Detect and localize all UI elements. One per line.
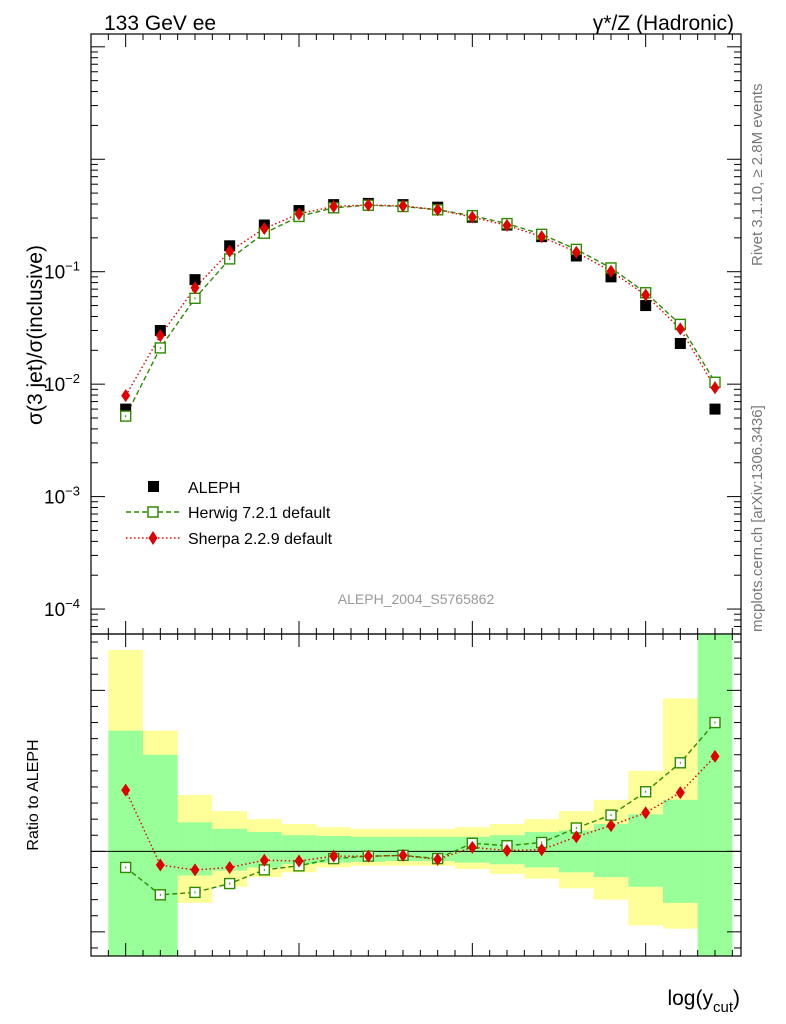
legend-marker-sherpa [148, 531, 158, 545]
aleph-data-point [709, 403, 721, 415]
sherpa-ratio-point [641, 806, 651, 820]
top-y-tick-label: 10−1 [44, 259, 80, 284]
sherpa-point [675, 322, 685, 336]
analysis-label: ALEPH_2004_S5765862 [338, 591, 495, 607]
sherpa-ratio-point [467, 840, 477, 854]
legend-label-sherpa: Sherpa 2.2.9 default [188, 531, 333, 548]
bottom-y-axis-title: Ratio to ALEPH [25, 739, 42, 850]
mcplots-label: mcplots.cern.ch [arXiv:1306.3436] [749, 405, 766, 632]
uncertainty-band-inner [143, 754, 178, 956]
top-y-tick-label: 10−4 [44, 596, 80, 621]
energy-label: 133 GeV ee [104, 12, 216, 35]
sherpa-ratio-point [433, 852, 443, 866]
process-label: γ*/Z (Hadronic) [593, 12, 734, 35]
main-plot-panel: 10−1 10−2 10−3 10−4 [44, 33, 742, 635]
sherpa-point [190, 281, 200, 295]
herwig-series-line [125, 204, 716, 417]
x-axis-title: log(ycut) [667, 987, 740, 1016]
sherpa-point [433, 203, 443, 217]
rivet-label: Rivet 3.1.10, ≥ 2.8M events [749, 84, 766, 267]
uncertainty-band-inner [628, 814, 663, 887]
sherpa-point [363, 198, 373, 212]
ratio-plot-frame [90, 633, 742, 957]
sherpa-ratio-point [571, 830, 581, 844]
sherpa-ratio-point [155, 858, 165, 872]
sherpa-point [502, 218, 512, 232]
aleph-data-point [189, 274, 201, 286]
legend-label-herwig: Herwig 7.2.1 default [188, 505, 331, 522]
sherpa-point [537, 230, 547, 244]
aleph-data-point [674, 337, 686, 349]
sherpa-point [571, 245, 581, 259]
sherpa-ratio-point [294, 854, 304, 868]
sherpa-ratio-point [190, 863, 200, 877]
top-y-tick-label: 10−2 [44, 371, 80, 396]
sherpa-point [121, 389, 131, 403]
sherpa-ratio-point [537, 843, 547, 857]
sherpa-point [710, 381, 720, 395]
sherpa-point [329, 200, 339, 214]
aleph-data-point [640, 300, 652, 312]
aleph-data-point [120, 403, 132, 415]
uncertainty-band-inner [593, 823, 629, 878]
uncertainty-band-inner [697, 634, 733, 956]
sherpa-point [467, 210, 477, 224]
sherpa-series-line [125, 204, 716, 397]
sherpa-point [294, 207, 304, 221]
herwig-ratio-line [125, 722, 716, 896]
top-y-axis-title: σ(3 jet)/σ(inclusive) [24, 245, 47, 425]
sherpa-ratio-point [259, 853, 269, 867]
sherpa-point [398, 199, 408, 213]
sherpa-ratio-point [606, 819, 616, 833]
legend-marker-aleph [148, 481, 159, 492]
sherpa-ratio-point [329, 849, 339, 863]
sherpa-ratio-point [675, 786, 685, 800]
ratio-plot-panel [90, 633, 742, 957]
sherpa-point [606, 264, 616, 278]
sherpa-point [155, 329, 165, 343]
uncertainty-band-inner [108, 730, 143, 956]
sherpa-ratio-point [398, 848, 408, 862]
sherpa-point [225, 244, 235, 258]
legend: ALEPH Herwig 7.2.1 default Sherpa 2.2.9 … [126, 480, 333, 548]
sherpa-point [259, 222, 269, 236]
sherpa-ratio-point [502, 844, 512, 858]
legend-marker-herwig [147, 506, 159, 518]
legend-entry-sherpa: Sherpa 2.2.9 default [126, 531, 333, 548]
top-y-tick-label: 10−3 [44, 484, 80, 509]
legend-label-aleph: ALEPH [188, 480, 240, 497]
sherpa-ratio-line [125, 755, 716, 871]
sherpa-ratio-point [363, 849, 373, 863]
sherpa-ratio-point [225, 860, 235, 874]
sherpa-point [641, 288, 651, 302]
legend-entry-herwig: Herwig 7.2.1 default [126, 505, 331, 522]
sherpa-ratio-point [710, 749, 720, 763]
legend-entry-aleph: ALEPH [148, 480, 240, 497]
sherpa-ratio-point [121, 783, 131, 797]
